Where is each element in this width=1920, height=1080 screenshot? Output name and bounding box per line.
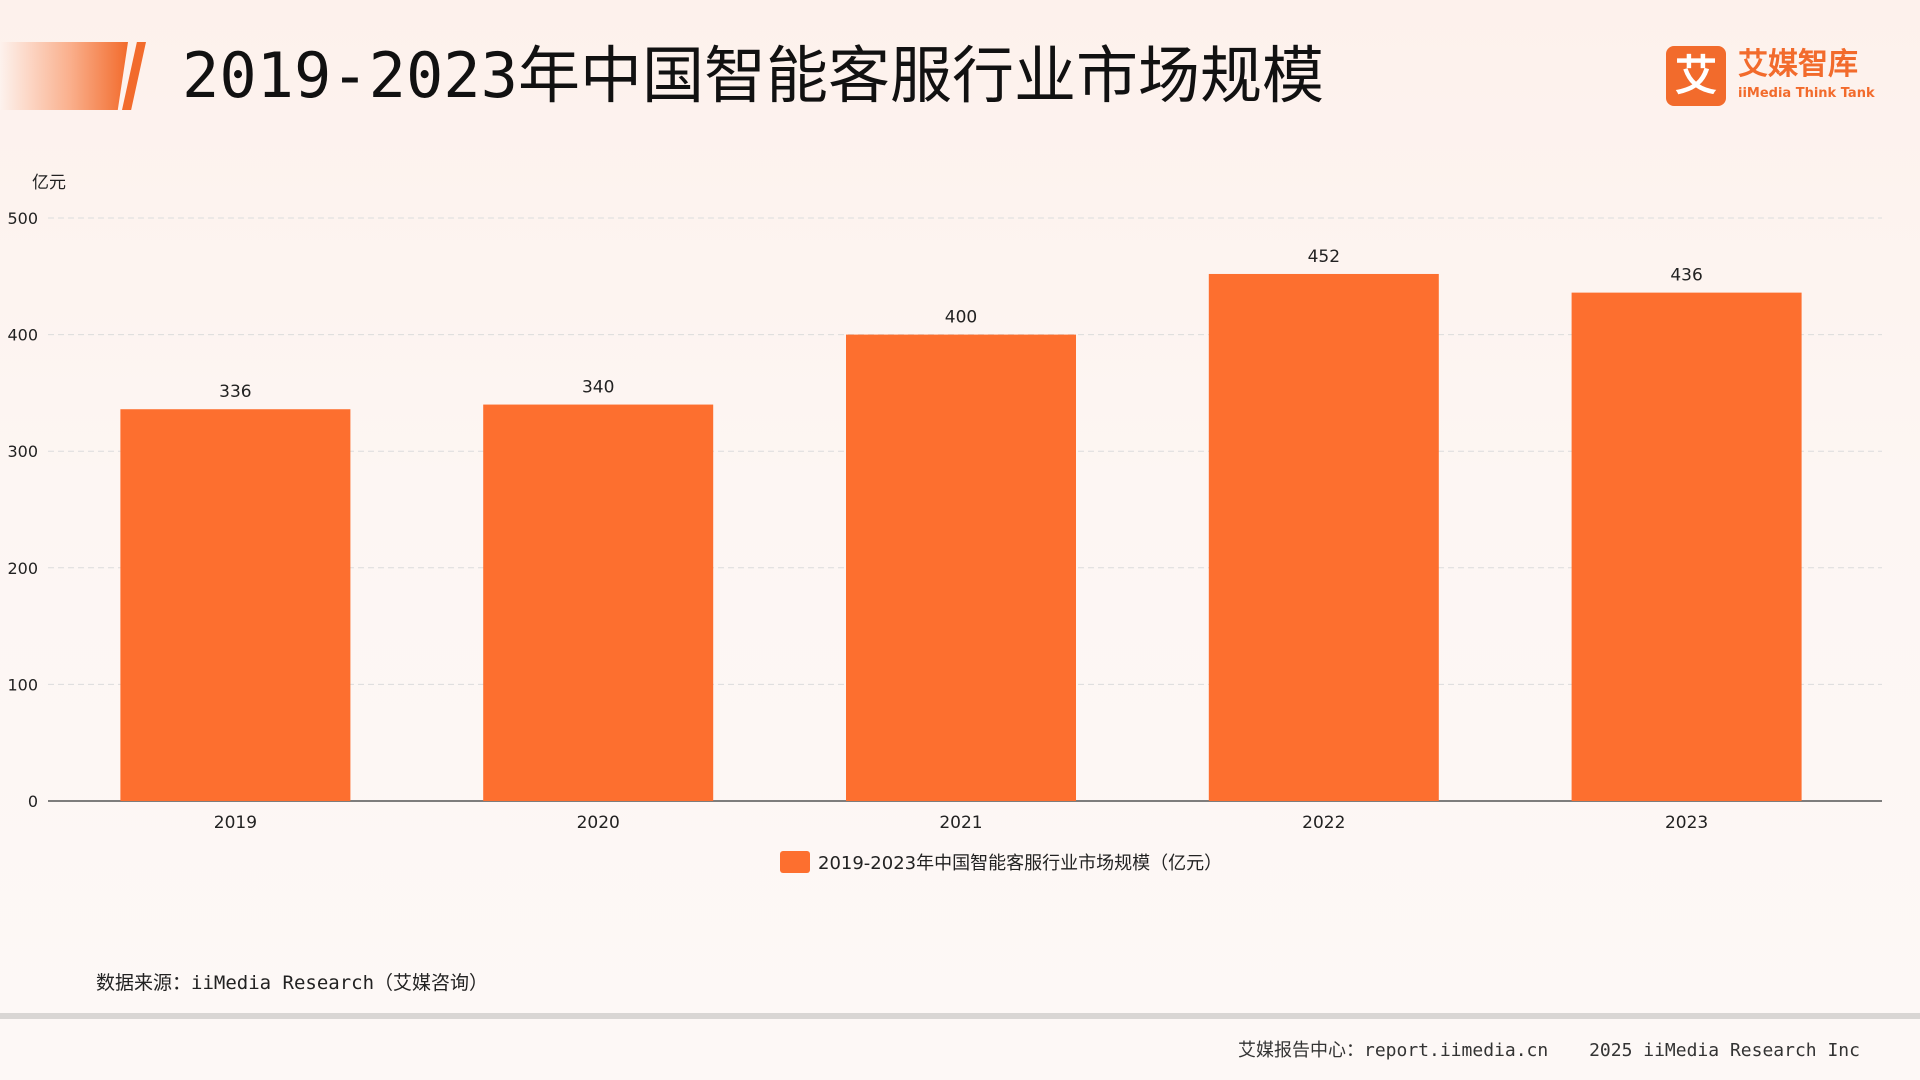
brand-logo-icon: 艾 (1666, 46, 1726, 106)
y-axis-unit-label: 亿元 (32, 173, 66, 193)
bar (846, 334, 1076, 801)
data-label: 400 (945, 308, 977, 328)
footer: 艾媒报告中心：report.iimedia.cn 2025 iiMedia Re… (1238, 1036, 1860, 1062)
page-title: 2019-2023年中国智能客服行业市场规模 (182, 39, 1324, 112)
y-tick-label: 0 (28, 792, 38, 811)
footer-report-center: 艾媒报告中心：report.iimedia.cn (1237, 1040, 1549, 1061)
y-tick-label: 100 (7, 675, 38, 694)
y-tick-label: 500 (7, 209, 38, 228)
x-tick-label: 2022 (1302, 813, 1345, 833)
data-source: 数据来源：iiMedia Research（艾媒咨询） (96, 972, 489, 994)
brand-logo: 艾 艾媒智库 iiMedia Think Tank (1666, 46, 1875, 108)
y-tick-label: 300 (7, 442, 38, 461)
chart-legend: 2019-2023年中国智能客服行业市场规模（亿元） (780, 848, 1222, 876)
bar (483, 404, 714, 801)
bar-chart: 亿元 0 100 200 300 400 500 336 2019 340 2020 400 2021 4… (7, 173, 1882, 833)
title-decoration (0, 42, 128, 110)
bar (1571, 292, 1802, 801)
brand-subtitle: iiMedia Think Tank (1738, 86, 1875, 101)
footer-divider (0, 1013, 1920, 1019)
x-tick-label: 2023 (1665, 813, 1708, 833)
x-tick-label: 2021 (939, 813, 982, 833)
legend-swatch (780, 851, 810, 873)
data-label: 436 (1670, 266, 1702, 286)
legend-label: 2019-2023年中国智能客服行业市场规模（亿元） (818, 853, 1223, 874)
footer-copyright: 2025 iiMedia Research Inc (1589, 1040, 1860, 1061)
bar (1208, 273, 1439, 801)
y-tick-label: 200 (7, 559, 38, 578)
brand-name: 艾媒智库 (1738, 47, 1858, 82)
data-label: 336 (219, 382, 251, 402)
y-tick-label: 400 (7, 326, 38, 345)
x-tick-label: 2020 (577, 813, 620, 833)
data-label: 452 (1308, 247, 1340, 267)
data-label: 340 (582, 378, 614, 398)
bar (120, 409, 351, 801)
x-tick-label: 2019 (214, 813, 257, 833)
